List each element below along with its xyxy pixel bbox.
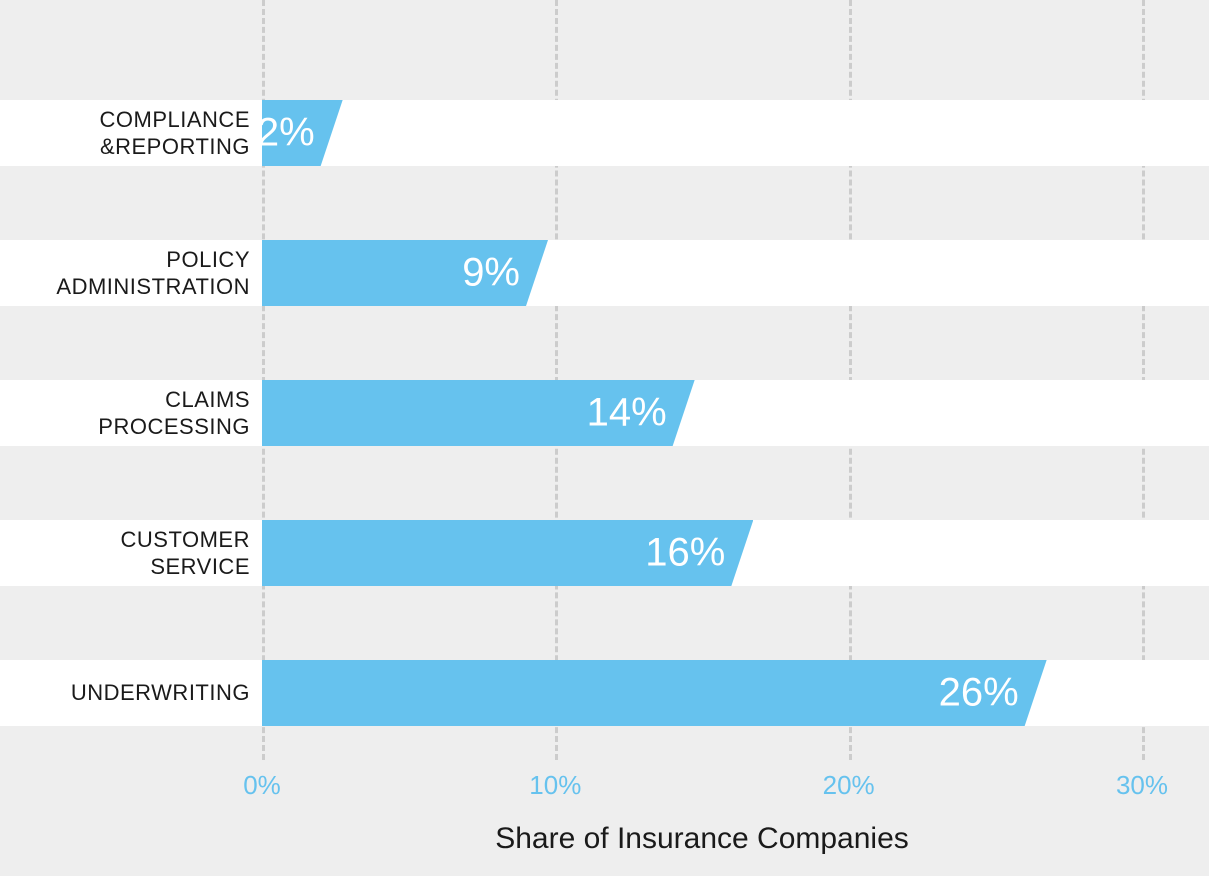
- bar-value-label: 14%: [587, 391, 667, 436]
- bar: 9%: [262, 240, 548, 306]
- horizontal-bar-chart: Share of Insurance Companies 0% 10% 20% 30%…: [0, 0, 1209, 876]
- y-axis-label: UNDERWRITING: [0, 679, 250, 707]
- bar-value-label: 16%: [645, 531, 725, 576]
- y-axis-label: CLAIMS PROCESSING: [0, 386, 250, 441]
- x-tick-label: 20%: [823, 770, 875, 801]
- bar: 16%: [262, 520, 753, 586]
- x-tick-label: 0%: [243, 770, 281, 801]
- bar: 2%: [262, 100, 343, 166]
- x-tick-label: 30%: [1116, 770, 1168, 801]
- y-axis-label: POLICY ADMINISTRATION: [0, 246, 250, 301]
- bar: 14%: [262, 380, 695, 446]
- x-axis-title: Share of Insurance Companies: [262, 822, 1142, 856]
- bar-value-label: 2%: [257, 111, 315, 156]
- y-axis-label: CUSTOMER SERVICE: [0, 526, 250, 581]
- bar-value-label: 26%: [939, 671, 1019, 716]
- y-axis-label: COMPLIANCE &REPORTING: [0, 106, 250, 161]
- bar-value-label: 9%: [462, 251, 520, 296]
- x-tick-label: 10%: [529, 770, 581, 801]
- bar: 26%: [262, 660, 1047, 726]
